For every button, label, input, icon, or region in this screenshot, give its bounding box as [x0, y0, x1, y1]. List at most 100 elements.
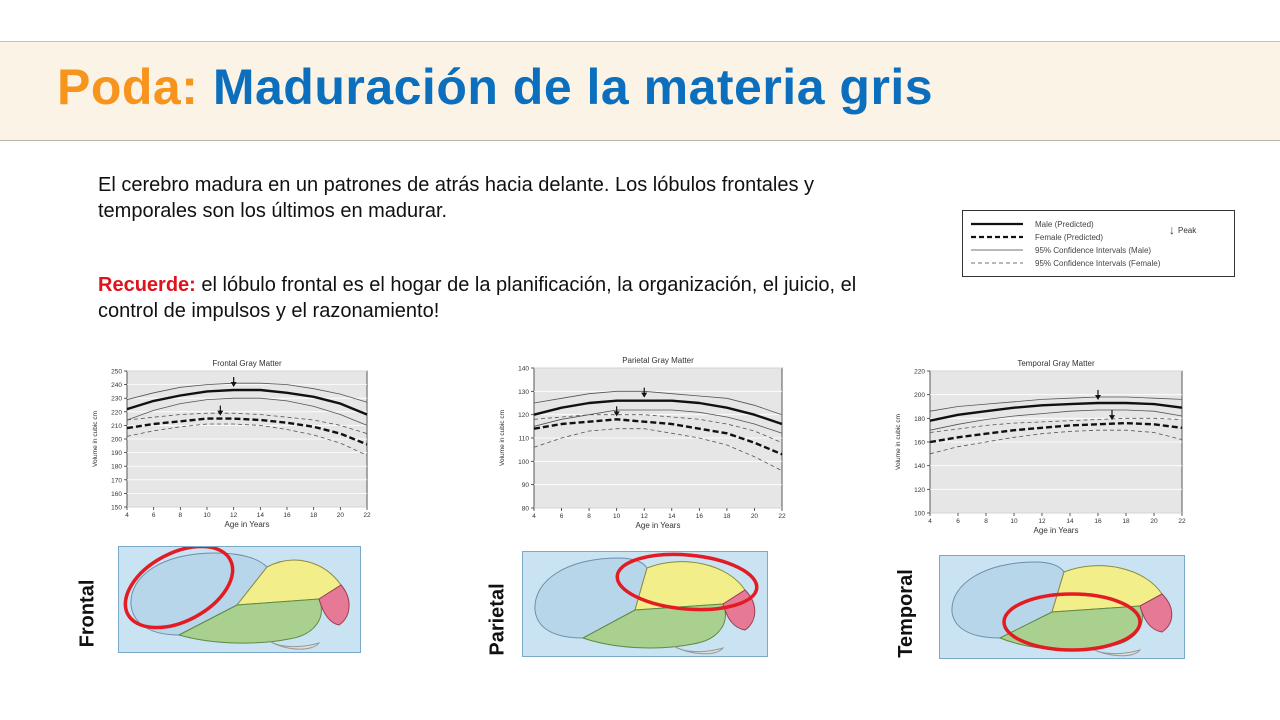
chart-frontal-gray-matter: 150 160 170 180 190 200 210 220 230 240 250 4 6 8 10 12… [85, 355, 375, 535]
x-tick-label: 6 [152, 512, 156, 519]
y-tick-label: 120 [518, 412, 529, 419]
y-axis-label: Volume in cubic cm [499, 410, 506, 466]
peak-arrow-head [641, 392, 648, 398]
series-line-thick-dashed [533, 418, 783, 456]
series-line-thin-solid [533, 409, 783, 434]
x-tick-label: 6 [560, 513, 564, 520]
brain-illustration [940, 556, 1184, 658]
x-tick-label: 16 [283, 512, 291, 519]
x-tick-label: 6 [956, 518, 960, 525]
brain-illustration [523, 552, 767, 656]
chart-legend: Male (Predicted) Female (Predicted) 95% … [962, 210, 1235, 277]
x-tick-label: 18 [723, 513, 731, 520]
lobe-label-temporal: Temporal [894, 569, 917, 658]
series-line-thin-dashed [929, 429, 1183, 455]
series-line-thin-solid [126, 397, 368, 426]
x-tick-label: 12 [1038, 518, 1046, 525]
x-tick-label: 4 [532, 513, 536, 520]
y-tick-label: 120 [914, 487, 925, 494]
legend-peak-label: Peak [1178, 225, 1197, 235]
legend-peak: ↓ Peak [1169, 223, 1196, 237]
y-axis-label: Volume in cubic cm [92, 411, 99, 467]
y-tick-label: 110 [519, 436, 530, 443]
title-banner: Poda: Maduración de la materia gris [0, 41, 1280, 141]
x-tick-label: 10 [613, 513, 621, 520]
title-main: Maduración de la materia gris [212, 59, 934, 115]
y-tick-label: 210 [111, 423, 122, 430]
peak-arrow-head [1109, 415, 1115, 421]
lobe-label-frontal: Frontal [76, 579, 99, 648]
legend-item-male-ci: 95% Confidence Intervals (Male) [971, 244, 1151, 256]
y-tick-label: 80 [522, 506, 530, 513]
x-tick-label: 4 [928, 518, 932, 525]
legend-item-female-ci: 95% Confidence Intervals (Female) [971, 257, 1160, 269]
x-tick-label: 22 [778, 513, 786, 520]
chart-temporal-gray-matter: 100 120 140 160 180 200 220 4 6 8 10 12 14 16 18 20 22 Te… [884, 355, 1190, 543]
x-tick-label: 20 [751, 513, 759, 520]
legend-swatch-thin-solid [971, 249, 1023, 251]
legend-swatch-thick-dashed [971, 235, 1023, 239]
x-tick-label: 8 [587, 513, 591, 520]
series-line-thin-solid [126, 382, 368, 403]
chart-svg: 80 90 100 110 120 130 140 4 6 8 10 12 14 16 18 20 22 Pari… [499, 356, 786, 530]
lobe-label-parietal: Parietal [486, 583, 509, 656]
legend-swatch-thin-dashed [971, 262, 1023, 264]
legend-label: 95% Confidence Intervals (Female) [1035, 258, 1161, 268]
x-tick-label: 14 [257, 512, 265, 519]
x-axis-label: Age in Years [1034, 526, 1079, 535]
x-tick-label: 4 [125, 512, 129, 519]
legend-item-female-predicted: Female (Predicted) [971, 231, 1103, 243]
peak-arrow-head [613, 411, 620, 417]
y-tick-label: 220 [111, 409, 122, 416]
series-line-thick-solid [126, 388, 368, 416]
series-line-thin-solid [533, 390, 783, 416]
chart-title: Temporal Gray Matter [1017, 359, 1095, 368]
y-tick-label: 240 [111, 382, 122, 389]
y-tick-label: 100 [914, 511, 925, 518]
y-tick-label: 140 [518, 366, 529, 373]
x-tick-label: 20 [337, 512, 345, 519]
chart-title: Frontal Gray Matter [212, 359, 282, 368]
y-tick-label: 200 [111, 437, 122, 444]
x-tick-label: 12 [641, 513, 649, 520]
series-line-thick-solid [533, 399, 783, 426]
x-tick-label: 8 [179, 512, 183, 519]
legend-item-male-predicted: Male (Predicted) [971, 218, 1094, 230]
intro-paragraph: El cerebro madura en un patrones de atrá… [98, 174, 814, 222]
chart-svg: 100 120 140 160 180 200 220 4 6 8 10 12 14 16 18 20 22 Te… [895, 359, 1186, 535]
brain-image-frontal [118, 544, 361, 653]
y-tick-label: 180 [914, 416, 925, 423]
legend-swatch-thick-solid [971, 222, 1023, 226]
y-tick-label: 250 [111, 369, 122, 376]
series-line-thin-dashed [126, 423, 368, 456]
x-tick-label: 8 [984, 518, 988, 525]
series-line-thin-dashed [533, 428, 783, 472]
y-tick-label: 130 [518, 389, 529, 396]
peak-arrow-head [230, 382, 237, 388]
legend-label: Female (Predicted) [1035, 232, 1104, 242]
x-tick-label: 16 [1094, 518, 1102, 525]
series-line-thin-solid [929, 409, 1183, 431]
y-tick-label: 190 [111, 450, 122, 457]
brain-image-temporal [939, 555, 1185, 659]
x-tick-label: 14 [668, 513, 676, 520]
y-tick-label: 220 [914, 369, 925, 376]
x-tick-label: 22 [1178, 518, 1186, 525]
legend-label: 95% Confidence Intervals (Male) [1035, 245, 1152, 255]
y-tick-label: 160 [914, 440, 925, 447]
y-tick-label: 90 [522, 482, 530, 489]
y-tick-label: 180 [111, 464, 122, 471]
series-line-thick-solid [929, 401, 1183, 422]
brain-illustration [119, 544, 360, 652]
chart-title: Parietal Gray Matter [622, 356, 694, 365]
x-axis-label: Age in Years [225, 520, 270, 529]
reminder-label: Recuerde: [98, 274, 196, 296]
y-axis-label: Volume in cubic cm [895, 414, 902, 470]
series-line-thin-dashed [929, 417, 1183, 433]
y-tick-label: 170 [111, 477, 122, 484]
y-tick-label: 230 [111, 396, 122, 403]
x-tick-label: 20 [1150, 518, 1158, 525]
x-tick-label: 18 [1122, 518, 1130, 525]
chart-svg: 150 160 170 180 190 200 210 220 230 240 250 4 6 8 10 12… [92, 359, 371, 529]
x-tick-label: 16 [696, 513, 704, 520]
